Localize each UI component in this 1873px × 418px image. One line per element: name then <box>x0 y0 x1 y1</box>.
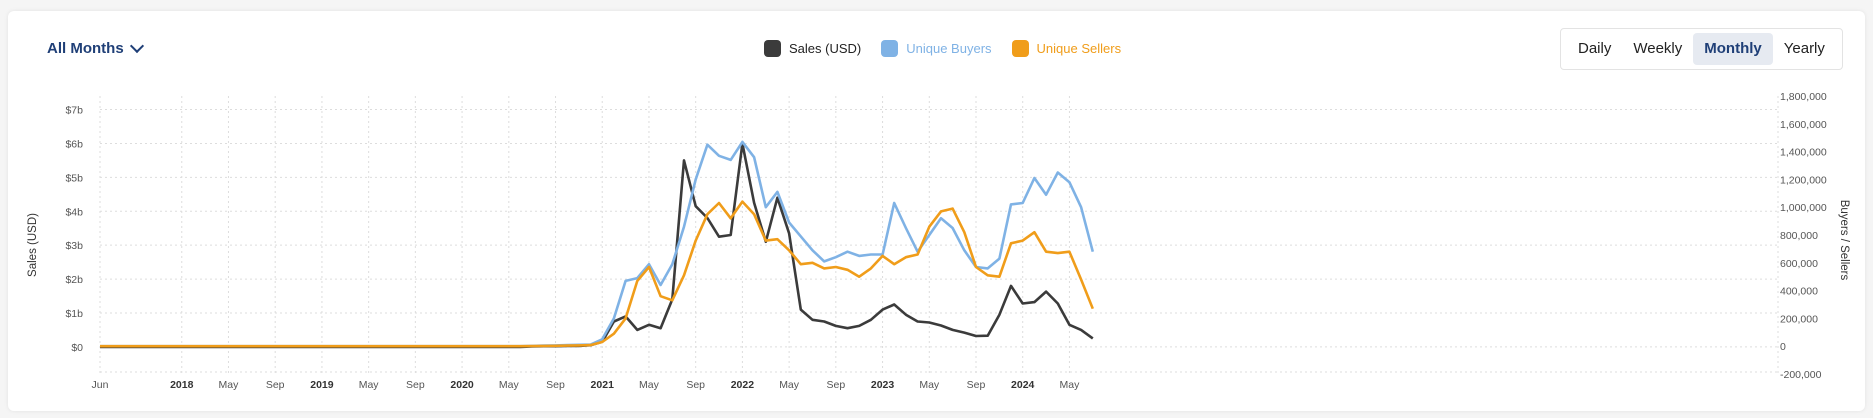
legend-label-buyers: Unique Buyers <box>906 41 992 56</box>
x-tick-label: 2018 <box>170 379 194 391</box>
x-tick-label: May <box>499 379 520 391</box>
legend-label-sellers: Unique Sellers <box>1036 41 1122 56</box>
y-axis-left-title: Sales (USD) <box>27 213 39 277</box>
x-tick-label: Sep <box>826 379 845 391</box>
x-tick-label: May <box>919 379 940 391</box>
legend-item-buyers[interactable]: Unique Buyers <box>881 40 992 57</box>
y-right-tick-label: 400,000 <box>1780 286 1818 298</box>
months-range-label: All Months <box>47 40 124 57</box>
y-right-tick-label: 800,000 <box>1780 230 1818 242</box>
y-right-tick-label: 1,000,000 <box>1780 202 1827 214</box>
legend-item-sales[interactable]: Sales (USD) <box>764 40 861 57</box>
y-right-tick-label: 600,000 <box>1780 258 1818 270</box>
x-tick-label: Sep <box>406 379 425 391</box>
x-tick-label: 2022 <box>731 379 755 391</box>
legend-item-sellers[interactable]: Unique Sellers <box>1011 40 1122 57</box>
period-toggle-group: Daily Weekly Monthly Yearly <box>1560 28 1843 70</box>
legend-swatch-sellers <box>1011 40 1029 57</box>
chart-grid <box>99 96 1779 374</box>
y-left-tick-label: $7b <box>65 105 83 117</box>
y-axis-right-title: Buyers / Sellers <box>1838 200 1850 281</box>
x-tick-label: 2019 <box>310 379 334 391</box>
period-button-yearly[interactable]: Yearly <box>1783 40 1825 57</box>
x-tick-label: 2020 <box>450 379 474 391</box>
x-tick-label: 2021 <box>591 379 615 391</box>
period-button-daily[interactable]: Daily <box>1578 40 1612 57</box>
period-button-weekly[interactable]: Weekly <box>1633 40 1683 57</box>
y-left-tick-label: $6b <box>65 138 83 150</box>
x-tick-label: Sep <box>967 379 986 391</box>
chart-lines <box>100 140 1095 349</box>
y-left-tick-label: $1b <box>65 308 83 320</box>
x-tick-label: Jun <box>92 379 109 391</box>
x-tick-label: Sep <box>546 379 565 391</box>
x-tick-label: May <box>779 379 800 391</box>
legend-swatch-sales <box>764 40 781 57</box>
chart-ticks: $0 $1b $2b $3b $4b $5b $6b $7b -200,000 0 200,000 4… <box>65 91 1826 391</box>
period-button-monthly[interactable]: Monthly <box>1693 33 1773 65</box>
y-left-tick-label: $0 <box>71 342 83 354</box>
x-tick-label: 2023 <box>871 379 895 391</box>
y-right-tick-label: 1,200,000 <box>1780 174 1827 186</box>
x-tick-label: Sep <box>686 379 705 391</box>
y-left-tick-label: $5b <box>65 172 83 184</box>
legend-swatch-buyers <box>881 40 899 57</box>
x-tick-label: May <box>1060 379 1081 391</box>
x-tick-label: 2024 <box>1011 379 1035 391</box>
chart-legend: Sales (USD) Unique Buyers Unique Sellers <box>764 40 1121 57</box>
y-right-tick-label: 1,800,000 <box>1780 91 1827 103</box>
legend-label-sales: Sales (USD) <box>789 41 862 56</box>
series-line-buyers <box>100 140 1095 348</box>
x-tick-label: May <box>639 379 660 391</box>
x-tick-label: May <box>359 379 380 391</box>
months-range-select[interactable]: All Months <box>47 38 144 57</box>
series-line-sellers <box>100 200 1095 348</box>
y-right-tick-label: 1,400,000 <box>1780 147 1827 159</box>
y-right-tick-label: 200,000 <box>1780 313 1818 325</box>
y-left-tick-label: $2b <box>65 274 83 286</box>
x-tick-label: Sep <box>266 379 285 391</box>
y-right-tick-label: 1,600,000 <box>1780 119 1827 131</box>
y-right-tick-label: 0 <box>1780 341 1786 353</box>
y-left-tick-label: $4b <box>65 206 83 218</box>
y-left-tick-label: $3b <box>65 240 83 252</box>
y-right-tick-label: -200,000 <box>1780 369 1822 381</box>
x-tick-label: May <box>219 379 240 391</box>
